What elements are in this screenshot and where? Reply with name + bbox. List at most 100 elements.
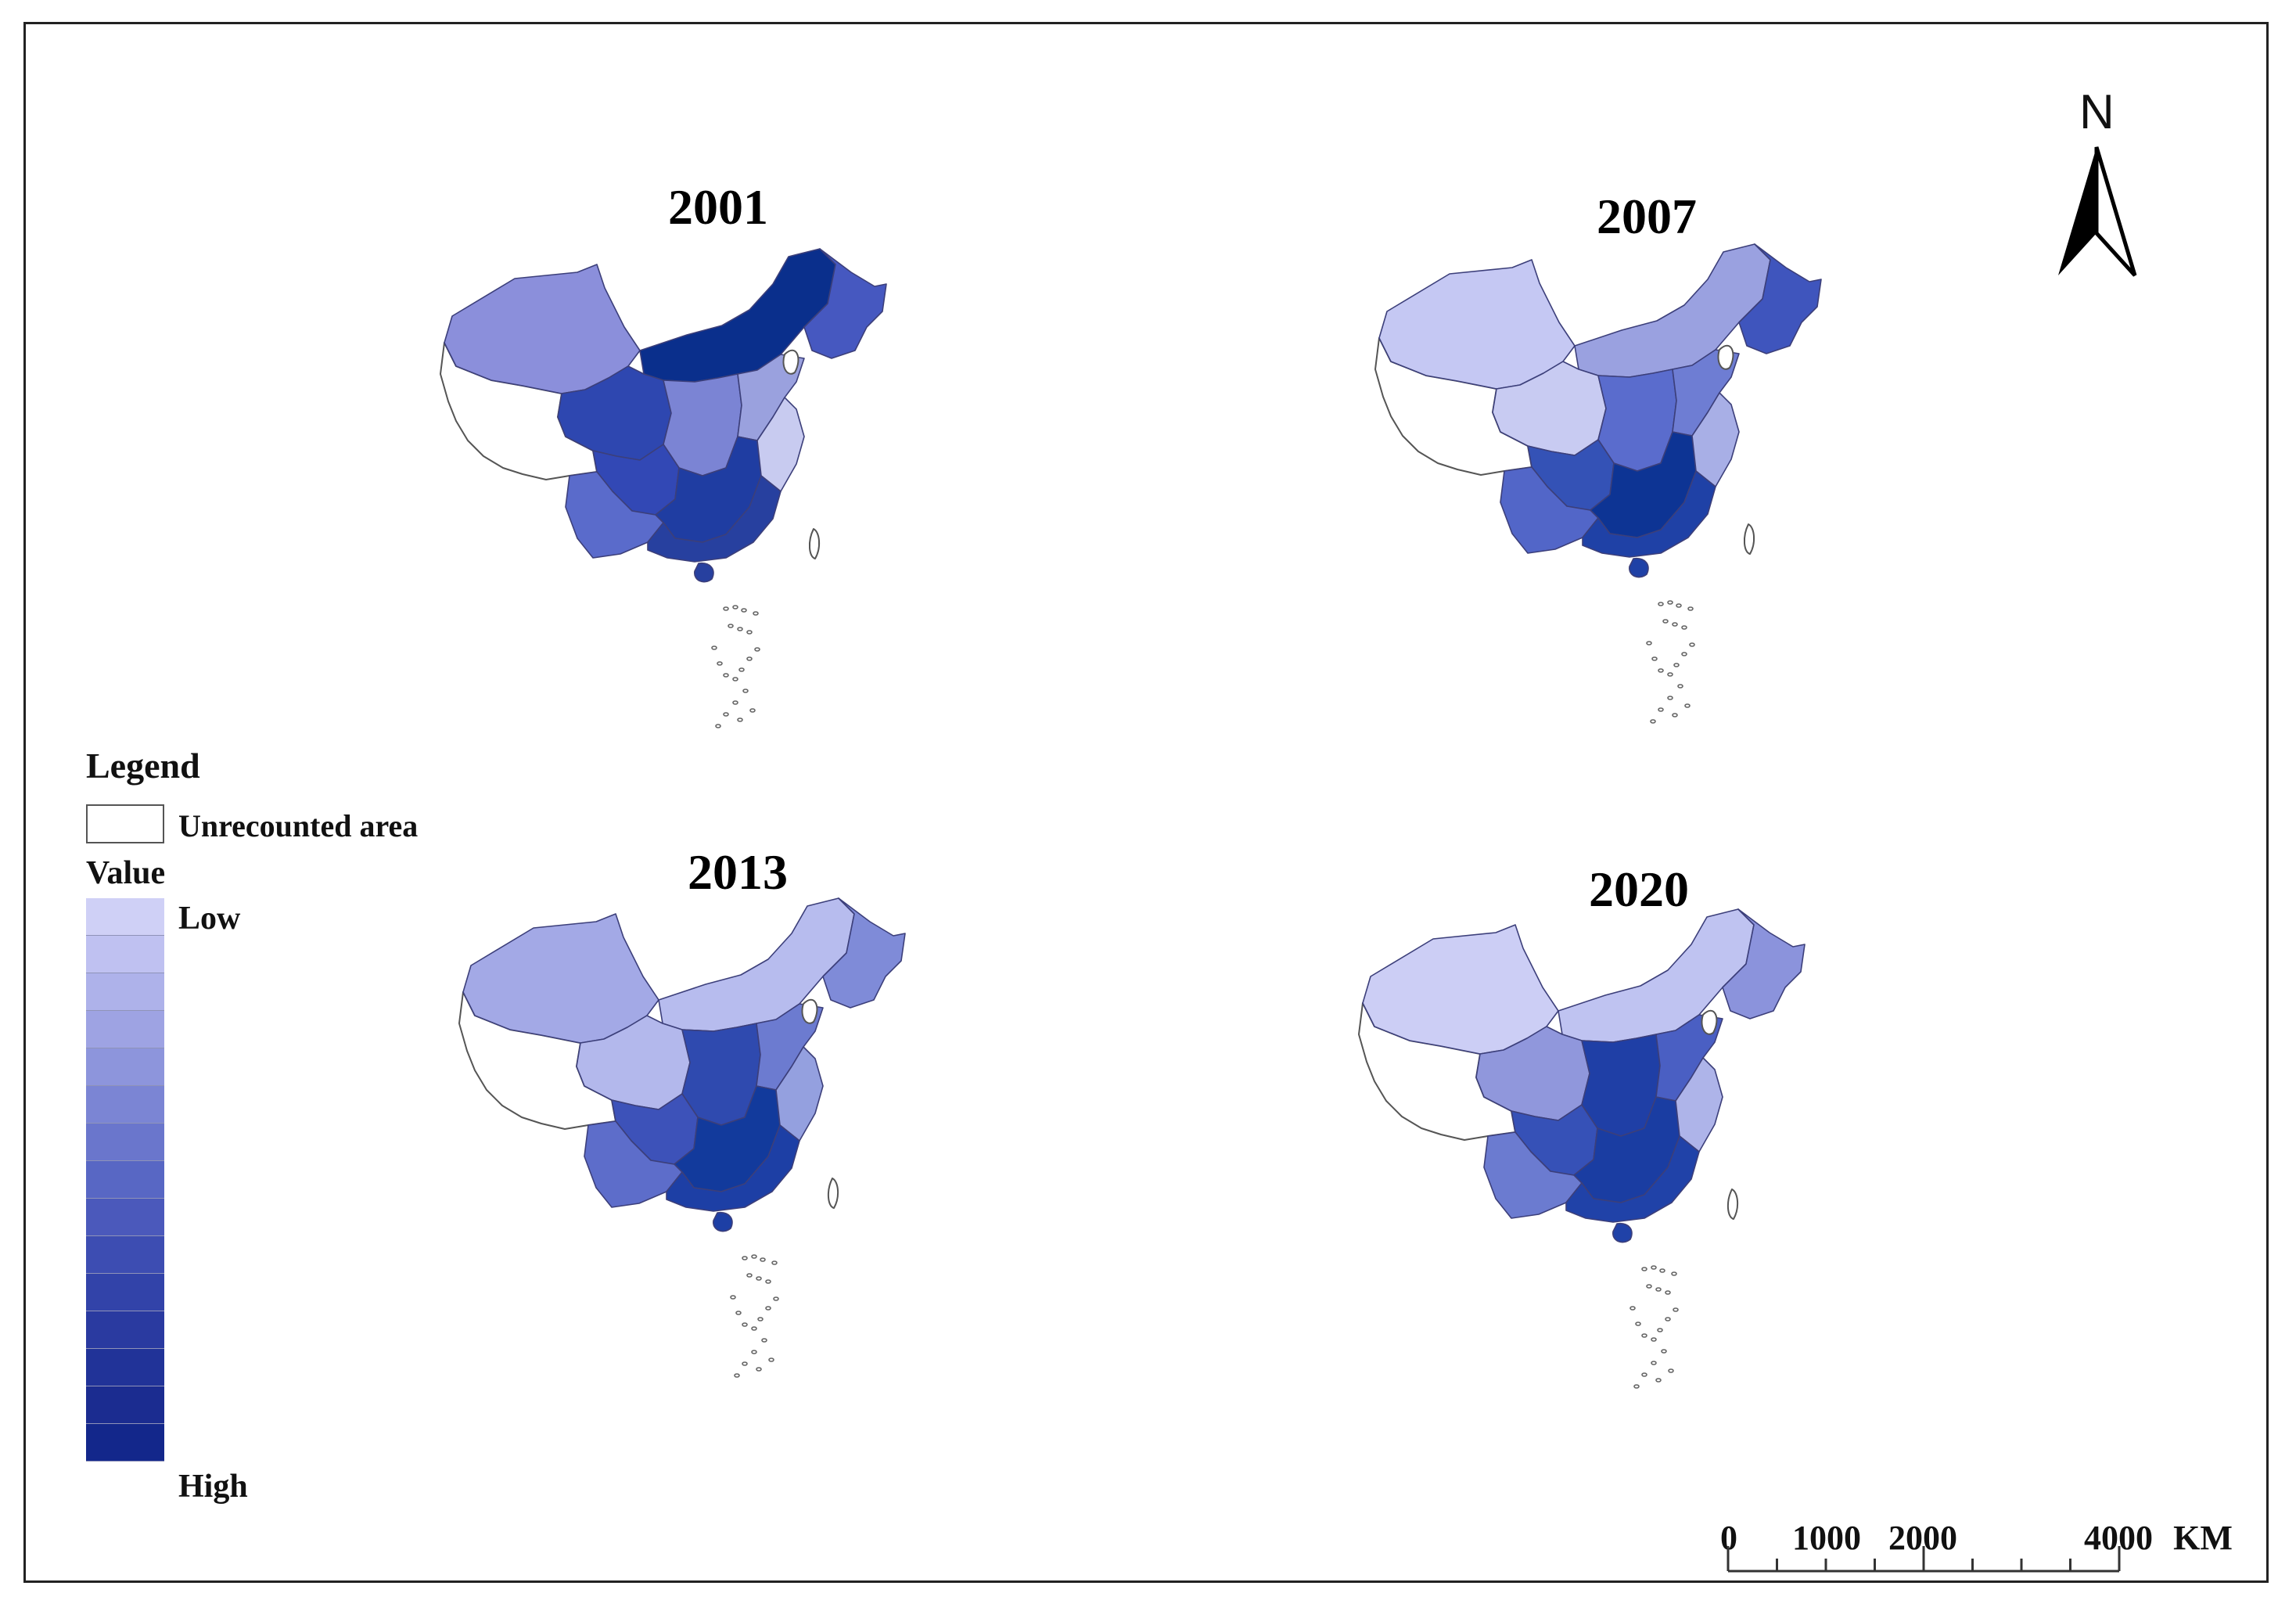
south-sea-island <box>751 1254 757 1259</box>
south-sea-island <box>728 624 734 628</box>
ramp-swatch-12 <box>86 1311 164 1349</box>
south-sea-island <box>742 1361 748 1366</box>
south-sea-island <box>753 611 759 616</box>
south-sea-island <box>1658 668 1664 673</box>
south-sea-island <box>1641 1267 1647 1271</box>
map-panel-2020 <box>1358 908 1806 1389</box>
map-title-2001: 2001 <box>668 179 768 235</box>
ramp-swatch-13 <box>86 1349 164 1386</box>
ramp-swatch-15 <box>86 1424 164 1462</box>
south-sea-island <box>715 724 721 728</box>
ramp-swatch-10 <box>86 1236 164 1274</box>
south-sea-island <box>768 1357 774 1362</box>
region-northwest <box>462 913 659 1044</box>
south-sea-island <box>756 1276 762 1281</box>
south-sea-island <box>1658 602 1664 606</box>
south-sea-island <box>732 605 738 610</box>
map-panel-2013 <box>458 897 906 1378</box>
legend-title: Legend <box>86 746 200 786</box>
south-sea-island <box>742 689 749 693</box>
ramp-swatch-4 <box>86 1011 164 1048</box>
region-north <box>1558 908 1755 1043</box>
south-sea-island <box>1659 1268 1665 1273</box>
scale-bar: 0 1000 2000 4000 KM <box>1705 1518 2233 1565</box>
south-sea-island <box>1677 684 1683 689</box>
south-sea-island <box>741 608 747 613</box>
ramp-swatch-2 <box>86 936 164 973</box>
south-sea-island <box>754 647 760 652</box>
scale-bar-ticks <box>1726 1546 2121 1573</box>
taiwan-outline <box>1727 1188 1738 1220</box>
south-sea-island <box>1635 1322 1641 1326</box>
low-label: Low <box>178 901 241 937</box>
bohai-gulf <box>1717 344 1734 370</box>
region-southeast <box>1565 1135 1700 1223</box>
ramp-swatch-6 <box>86 1086 164 1124</box>
south-sea-island <box>735 1311 742 1315</box>
ramp-swatch-1 <box>86 898 164 936</box>
south-sea-island <box>751 1350 757 1354</box>
region-north <box>658 897 855 1032</box>
south-sea-island <box>1651 656 1658 661</box>
south-sea-island <box>1671 1271 1677 1276</box>
north-label: N <box>2079 85 2115 139</box>
south-sea-island <box>1651 1361 1657 1365</box>
south-sea-island <box>1681 625 1687 630</box>
south-sea-island <box>1662 619 1669 624</box>
map-title-2020: 2020 <box>1589 861 1689 917</box>
region-northeast <box>1722 908 1806 1019</box>
south-sea-island <box>1641 1333 1647 1338</box>
south-sea-island <box>1684 703 1691 708</box>
south-sea-island <box>749 708 756 713</box>
south-sea-island <box>1667 696 1673 700</box>
region-northwest <box>1362 924 1559 1055</box>
south-sea-island <box>757 1317 764 1322</box>
bohai-gulf <box>1701 1009 1718 1035</box>
south-sea-island <box>746 656 753 661</box>
high-label: High <box>178 1469 248 1505</box>
south-sea-island <box>1655 1287 1662 1292</box>
south-sea-island <box>761 1338 767 1343</box>
region-northeast <box>1738 243 1822 354</box>
region-northeast <box>822 897 906 1009</box>
value-color-ramp <box>86 898 164 1462</box>
south-sea-island <box>742 1256 748 1260</box>
south-sea-island <box>1689 642 1695 647</box>
region-hainan <box>713 1211 733 1232</box>
ramp-swatch-11 <box>86 1274 164 1311</box>
south-sea-island <box>1650 719 1656 724</box>
south-sea-island <box>723 673 729 678</box>
south-sea-island <box>730 1295 736 1300</box>
south-sea-island <box>1667 600 1673 605</box>
south-sea-island <box>1651 1265 1657 1270</box>
south-sea-island <box>1646 1284 1652 1289</box>
south-sea-island <box>1661 1349 1667 1354</box>
region-hainan <box>694 562 714 583</box>
taiwan-outline <box>809 528 820 559</box>
taiwan-outline <box>1744 523 1755 555</box>
map-frame <box>23 22 2269 1583</box>
south-sea-island <box>1667 672 1673 677</box>
south-sea-island <box>1665 1290 1671 1295</box>
region-hainan <box>1612 1222 1633 1243</box>
south-sea-island <box>732 677 738 681</box>
region-northwest <box>1378 259 1576 390</box>
south-sea-island <box>1646 641 1652 645</box>
map-panel-2007 <box>1374 243 1822 724</box>
south-sea-island <box>711 645 717 650</box>
south-sea-island <box>760 1257 766 1262</box>
south-sea-island <box>732 700 738 705</box>
region-hainan <box>1629 557 1649 578</box>
south-sea-island <box>1655 1378 1662 1383</box>
south-sea-island <box>765 1306 771 1311</box>
unrecounted-swatch <box>86 804 164 843</box>
map-title-2007: 2007 <box>1597 189 1697 244</box>
south-sea-island <box>737 717 743 722</box>
bohai-gulf <box>782 349 799 375</box>
unrecounted-label: Unrecounted area <box>178 808 419 843</box>
south-sea-island <box>1641 1372 1647 1377</box>
south-sea-island <box>1673 663 1680 667</box>
south-sea-island <box>1651 1337 1657 1342</box>
ramp-swatch-9 <box>86 1199 164 1236</box>
south-sea-island <box>737 627 743 631</box>
